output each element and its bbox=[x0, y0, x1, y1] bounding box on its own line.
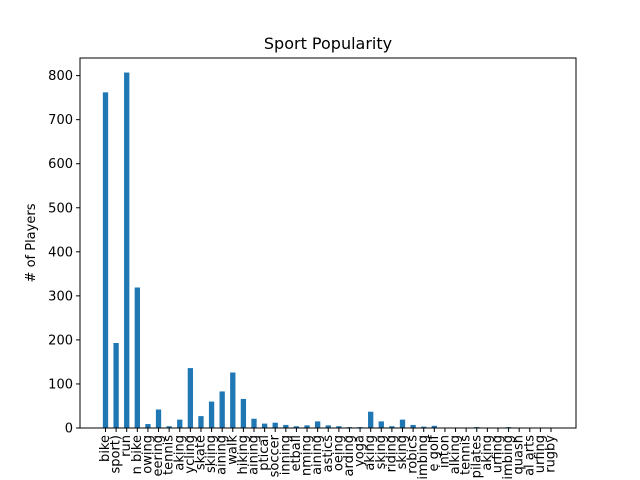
bar-14 bbox=[251, 418, 257, 428]
bar-10 bbox=[208, 401, 215, 428]
x-tick-label-11: aining bbox=[215, 435, 230, 475]
y-axis-label: # of Players bbox=[24, 203, 39, 282]
bar-5 bbox=[155, 409, 162, 428]
bar-15 bbox=[261, 423, 268, 428]
x-tick-label-17: inning bbox=[278, 435, 293, 475]
x-tick-label-18: etball bbox=[289, 435, 304, 472]
bar-19 bbox=[304, 425, 310, 428]
bar-28 bbox=[399, 419, 406, 428]
bar-7 bbox=[177, 419, 183, 428]
bar-16 bbox=[272, 422, 278, 428]
x-tick-label-30: limbing bbox=[416, 435, 431, 480]
x-tick-label-22: oeing bbox=[331, 435, 346, 471]
x-tick-label-28: sking bbox=[395, 435, 410, 469]
x-tick-label-41: urfing bbox=[533, 435, 548, 473]
y-tick-label-8: 800 bbox=[48, 69, 73, 84]
y-tick-label-1: 100 bbox=[48, 377, 73, 392]
x-tick-label-35: pilates bbox=[469, 435, 484, 479]
x-tick-label-32: inton bbox=[437, 435, 452, 468]
x-tick-label-23: arding bbox=[342, 435, 357, 476]
bar-4 bbox=[145, 424, 151, 428]
bar-8 bbox=[187, 368, 194, 428]
x-tick-label-7: aking bbox=[172, 435, 187, 471]
bar-12 bbox=[230, 372, 236, 428]
y-axis-ticks: 0 100 200 300 400 500 600 700 800 bbox=[48, 69, 80, 437]
x-tick-label-42: rugby bbox=[544, 435, 559, 473]
x-tick-label-2: run bbox=[119, 435, 134, 457]
y-tick-label-2: 200 bbox=[48, 333, 73, 348]
x-tick-label-14: aining bbox=[247, 435, 262, 475]
x-tick-label-39: quash bbox=[512, 435, 527, 474]
bar-29 bbox=[410, 424, 416, 428]
y-tick-label-0: 0 bbox=[65, 422, 73, 437]
x-tick-label-0: bike bbox=[98, 435, 113, 462]
bar-9 bbox=[198, 416, 204, 428]
x-tick-label-16: soccer bbox=[268, 434, 283, 477]
x-tick-label-12: walk bbox=[225, 435, 240, 465]
x-tick-label-38: imbing bbox=[501, 435, 516, 480]
bar-20 bbox=[314, 421, 321, 428]
y-tick-label-6: 600 bbox=[48, 157, 73, 172]
y-tick-label-3: 300 bbox=[48, 289, 73, 304]
bar-6 bbox=[166, 426, 172, 428]
x-tick-label-31: e golf bbox=[427, 435, 442, 472]
bar-26 bbox=[378, 421, 384, 428]
x-tick-label-3: n bike bbox=[130, 435, 145, 474]
x-tick-label-24: yoga bbox=[353, 435, 368, 467]
x-tick-label-27: riding bbox=[384, 435, 399, 472]
x-tick-label-34: tennis bbox=[459, 435, 474, 475]
x-tick-label-29: robics bbox=[406, 435, 421, 474]
x-tick-label-4: owing bbox=[140, 435, 155, 474]
x-tick-label-21: astics bbox=[321, 435, 336, 473]
x-tick-label-8: ycling bbox=[183, 435, 198, 474]
bar-13 bbox=[240, 398, 247, 428]
y-tick-label-4: 400 bbox=[48, 245, 73, 260]
x-tick-label-40: al arts bbox=[522, 435, 537, 476]
x-tick-label-36: aking bbox=[480, 435, 495, 471]
x-tick-label-19: nming bbox=[300, 435, 315, 476]
x-tick-label-20: aining bbox=[310, 435, 325, 475]
y-tick-label-5: 500 bbox=[48, 201, 73, 216]
bar-18 bbox=[293, 426, 300, 428]
x-tick-label-5: eering bbox=[151, 435, 166, 476]
x-tick-label-13: hiking bbox=[236, 435, 251, 474]
x-tick-label-9: skate bbox=[193, 435, 208, 470]
x-tick-label-1: sport) bbox=[109, 435, 124, 474]
bar-25 bbox=[368, 411, 374, 428]
x-tick-label-33: alking bbox=[448, 435, 463, 474]
bar-22 bbox=[336, 426, 342, 428]
x-tick-label-6: tennis bbox=[162, 435, 177, 475]
bar-31 bbox=[431, 425, 437, 428]
bar-17 bbox=[283, 424, 289, 428]
x-tick-label-10: skiing bbox=[204, 435, 219, 473]
bar-1 bbox=[113, 342, 119, 428]
bar-11 bbox=[219, 391, 225, 428]
x-tick-label-25: aking bbox=[363, 435, 378, 471]
bar-3 bbox=[134, 287, 140, 428]
x-tick-label-26: sking bbox=[374, 435, 389, 469]
x-tick-label-15: ptical bbox=[257, 435, 272, 471]
bar-0 bbox=[102, 92, 109, 429]
bar-2 bbox=[124, 72, 130, 428]
plot-frame bbox=[79, 57, 577, 429]
x-tick-label-37: urfing bbox=[490, 435, 505, 473]
bar-30 bbox=[421, 426, 427, 428]
chart-title: Sport Popularity bbox=[264, 34, 392, 53]
y-tick-label-7: 700 bbox=[48, 113, 73, 128]
bar-21 bbox=[325, 425, 331, 428]
bar-27 bbox=[389, 426, 395, 428]
